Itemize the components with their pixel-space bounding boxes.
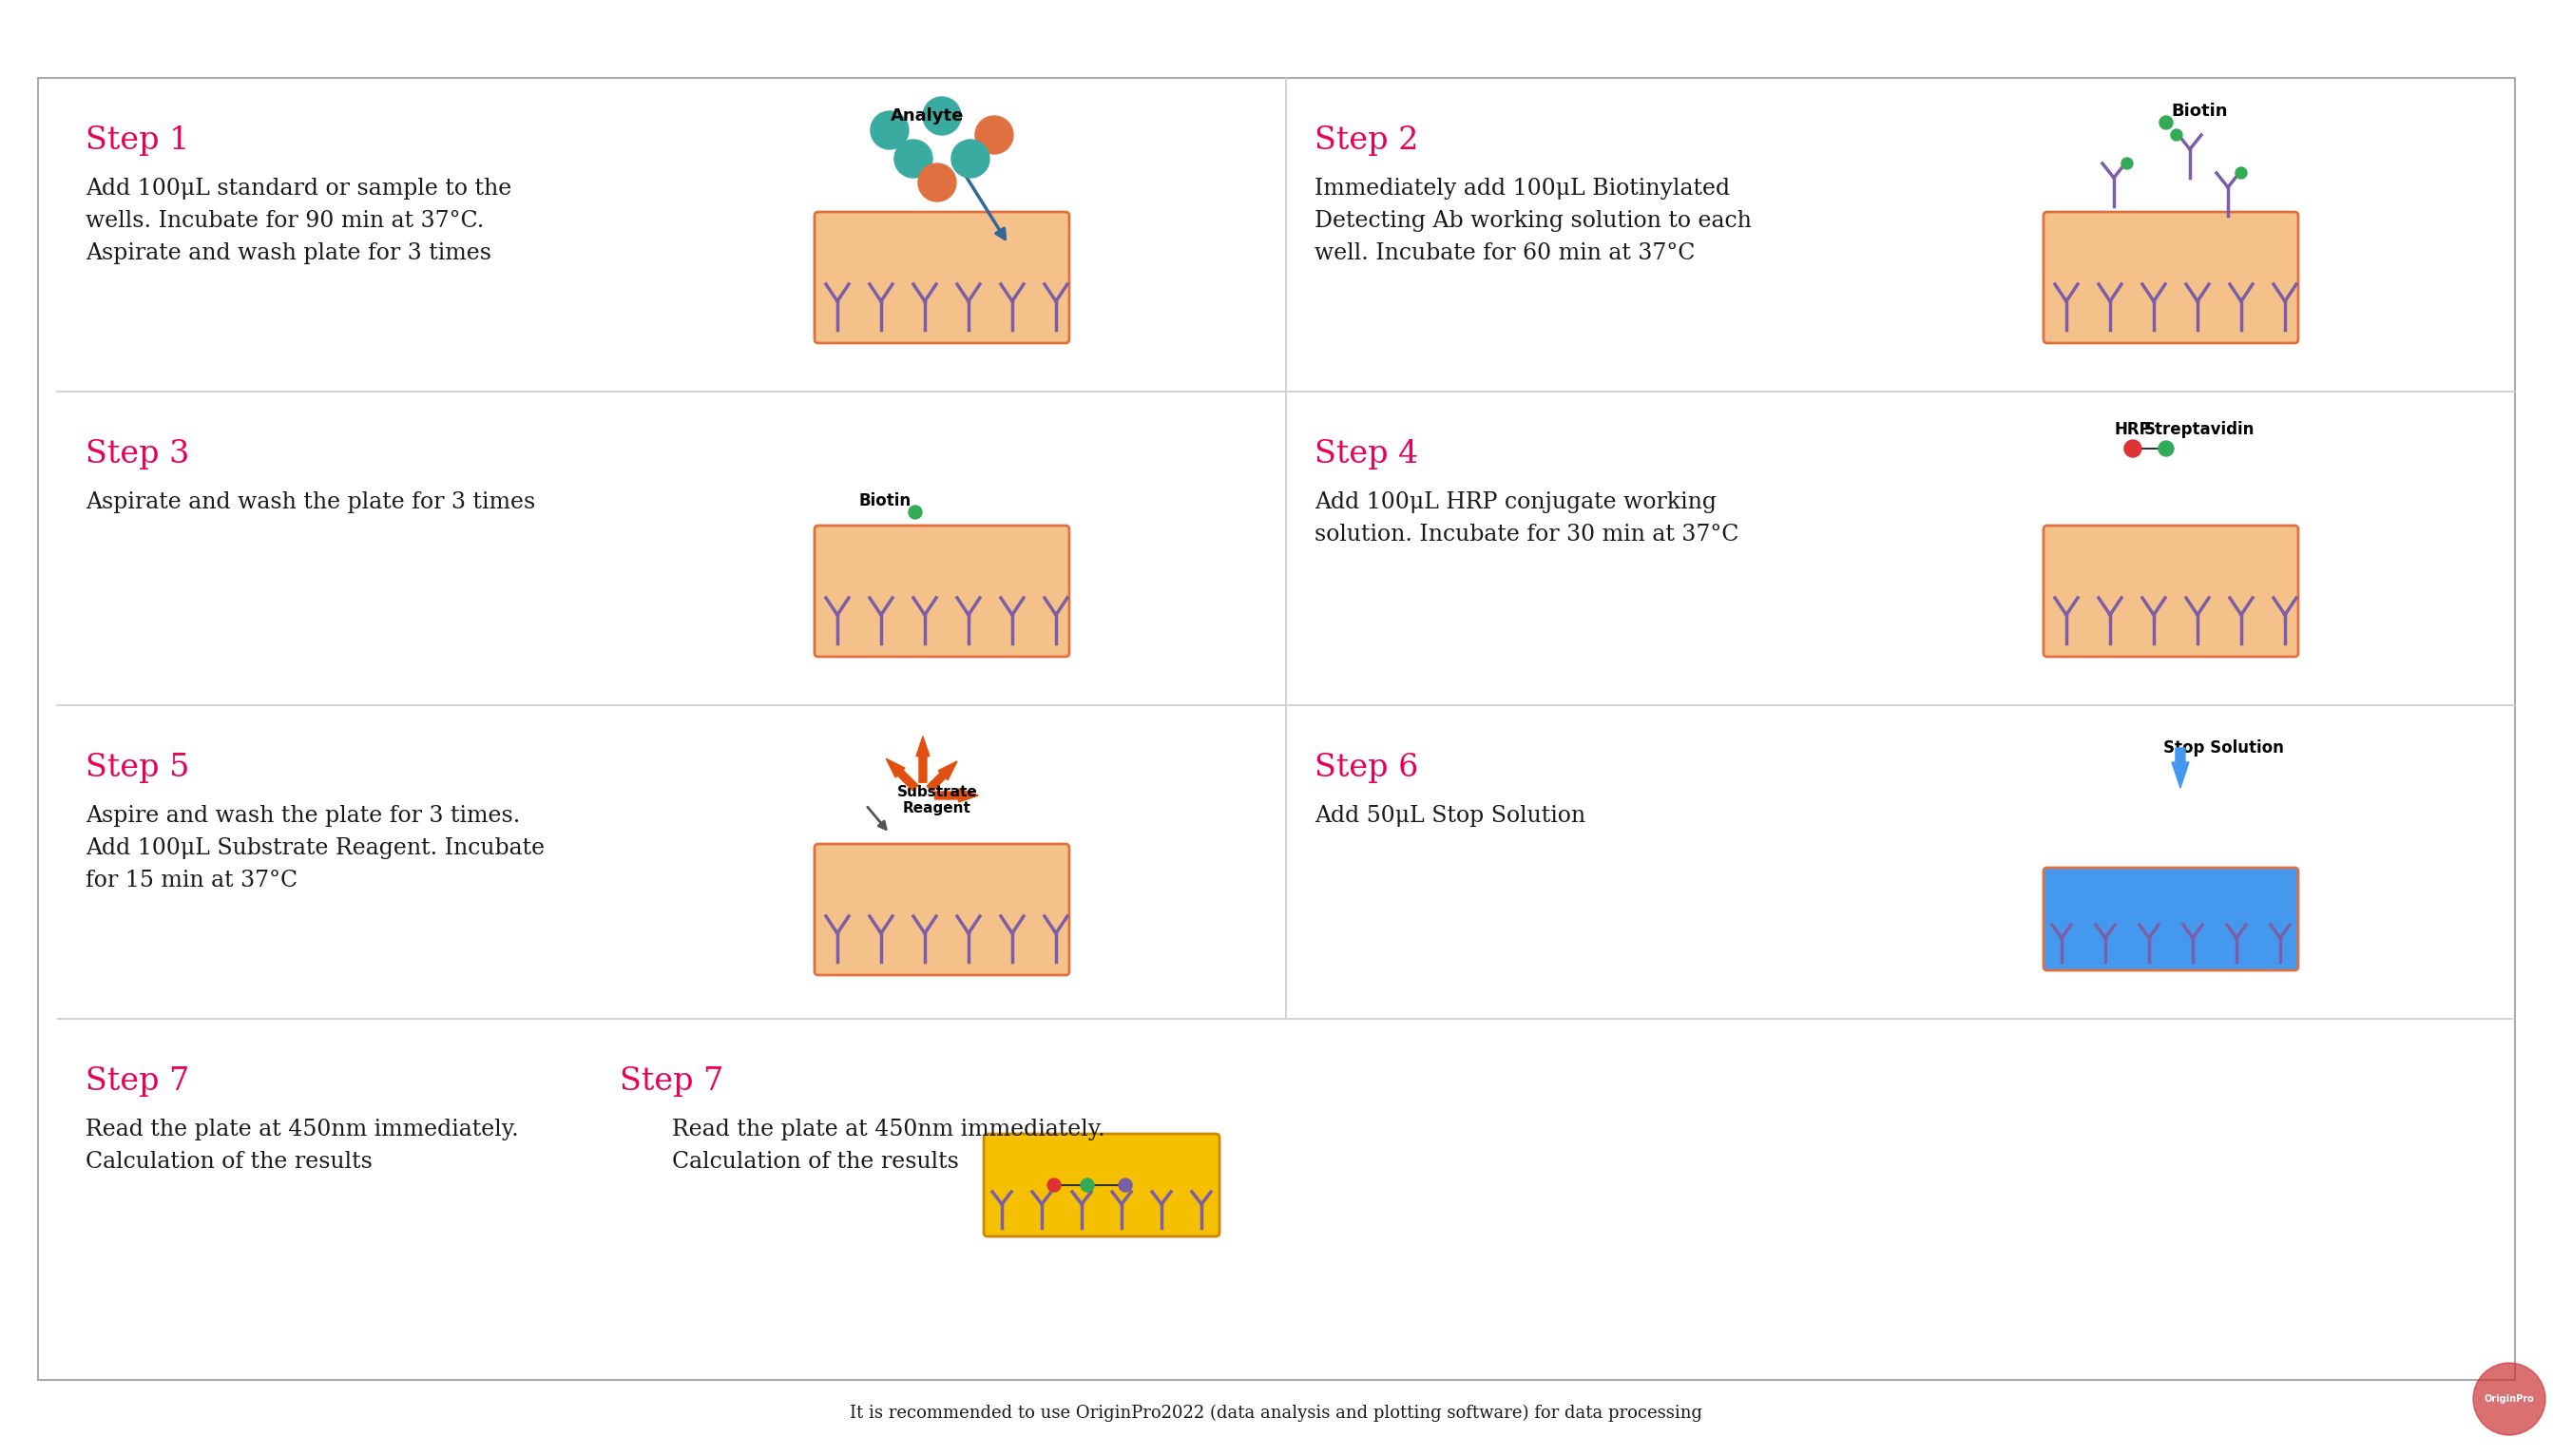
- Text: Analyte: Analyte: [891, 108, 965, 125]
- Circle shape: [952, 140, 991, 178]
- Circle shape: [2157, 441, 2173, 456]
- Text: Step 6: Step 6: [1315, 753, 1419, 783]
- FancyArrow shape: [917, 737, 929, 782]
- Text: Aspire and wash the plate for 3 times.
Add 100μL Substrate Reagent. Incubate
for: Aspire and wash the plate for 3 times. A…: [87, 805, 544, 891]
- Circle shape: [1080, 1178, 1095, 1192]
- Text: Biotin: Biotin: [2170, 102, 2229, 119]
- Text: Step 7: Step 7: [620, 1066, 722, 1096]
- Circle shape: [2160, 116, 2173, 130]
- FancyBboxPatch shape: [814, 844, 1070, 976]
- Circle shape: [1047, 1178, 1062, 1192]
- Text: Step 5: Step 5: [87, 753, 189, 783]
- Circle shape: [2236, 167, 2247, 179]
- Circle shape: [909, 505, 922, 518]
- Text: Aspirate and wash the plate for 3 times: Aspirate and wash the plate for 3 times: [87, 491, 536, 513]
- Text: Read the plate at 450nm immediately.
Calculation of the results: Read the plate at 450nm immediately. Cal…: [671, 1118, 1105, 1172]
- Text: HRP: HRP: [2114, 421, 2152, 438]
- Text: Step 1: Step 1: [87, 125, 189, 156]
- Text: Add 100μL standard or sample to the
wells. Incubate for 90 min at 37°C.
Aspirate: Add 100μL standard or sample to the well…: [87, 178, 511, 264]
- Text: Step 7: Step 7: [87, 1066, 189, 1096]
- Text: Stop Solution: Stop Solution: [2162, 740, 2282, 757]
- FancyBboxPatch shape: [983, 1134, 1220, 1236]
- FancyBboxPatch shape: [2042, 868, 2298, 970]
- Text: It is recommended to use OriginPro2022 (data analysis and plotting software) for: It is recommended to use OriginPro2022 (…: [850, 1405, 1703, 1423]
- FancyBboxPatch shape: [814, 213, 1070, 344]
- FancyArrow shape: [934, 789, 978, 802]
- FancyArrow shape: [886, 759, 919, 791]
- Circle shape: [2124, 440, 2142, 457]
- Circle shape: [871, 111, 909, 149]
- Text: Read the plate at 450nm immediately.
Calculation of the results: Read the plate at 450nm immediately. Cal…: [87, 1118, 518, 1172]
- Text: Substrate
Reagent: Substrate Reagent: [896, 785, 978, 815]
- Circle shape: [894, 140, 932, 178]
- Text: OriginPro: OriginPro: [2484, 1395, 2535, 1404]
- Circle shape: [919, 163, 957, 201]
- FancyArrow shape: [2173, 748, 2188, 788]
- Circle shape: [975, 116, 1014, 154]
- Text: Step 2: Step 2: [1315, 125, 1419, 156]
- FancyBboxPatch shape: [2042, 526, 2298, 657]
- Text: Add 100μL HRP conjugate working
solution. Incubate for 30 min at 37°C: Add 100μL HRP conjugate working solution…: [1315, 491, 1739, 546]
- Text: Step 4: Step 4: [1315, 440, 1419, 469]
- Circle shape: [2122, 157, 2132, 169]
- FancyBboxPatch shape: [814, 526, 1070, 657]
- Circle shape: [922, 98, 960, 135]
- Text: Streptavidin: Streptavidin: [2145, 421, 2254, 438]
- Text: Step 3: Step 3: [87, 440, 189, 469]
- Circle shape: [2170, 130, 2183, 141]
- FancyBboxPatch shape: [2042, 213, 2298, 344]
- Text: Biotin: Biotin: [858, 492, 911, 510]
- Circle shape: [1118, 1178, 1131, 1192]
- Text: Immediately add 100μL Biotinylated
Detecting Ab working solution to each
well. I: Immediately add 100μL Biotinylated Detec…: [1315, 178, 1751, 264]
- FancyArrow shape: [927, 761, 957, 792]
- Circle shape: [2474, 1363, 2545, 1436]
- FancyBboxPatch shape: [38, 79, 2515, 1380]
- Text: Add 50μL Stop Solution: Add 50μL Stop Solution: [1315, 805, 1585, 827]
